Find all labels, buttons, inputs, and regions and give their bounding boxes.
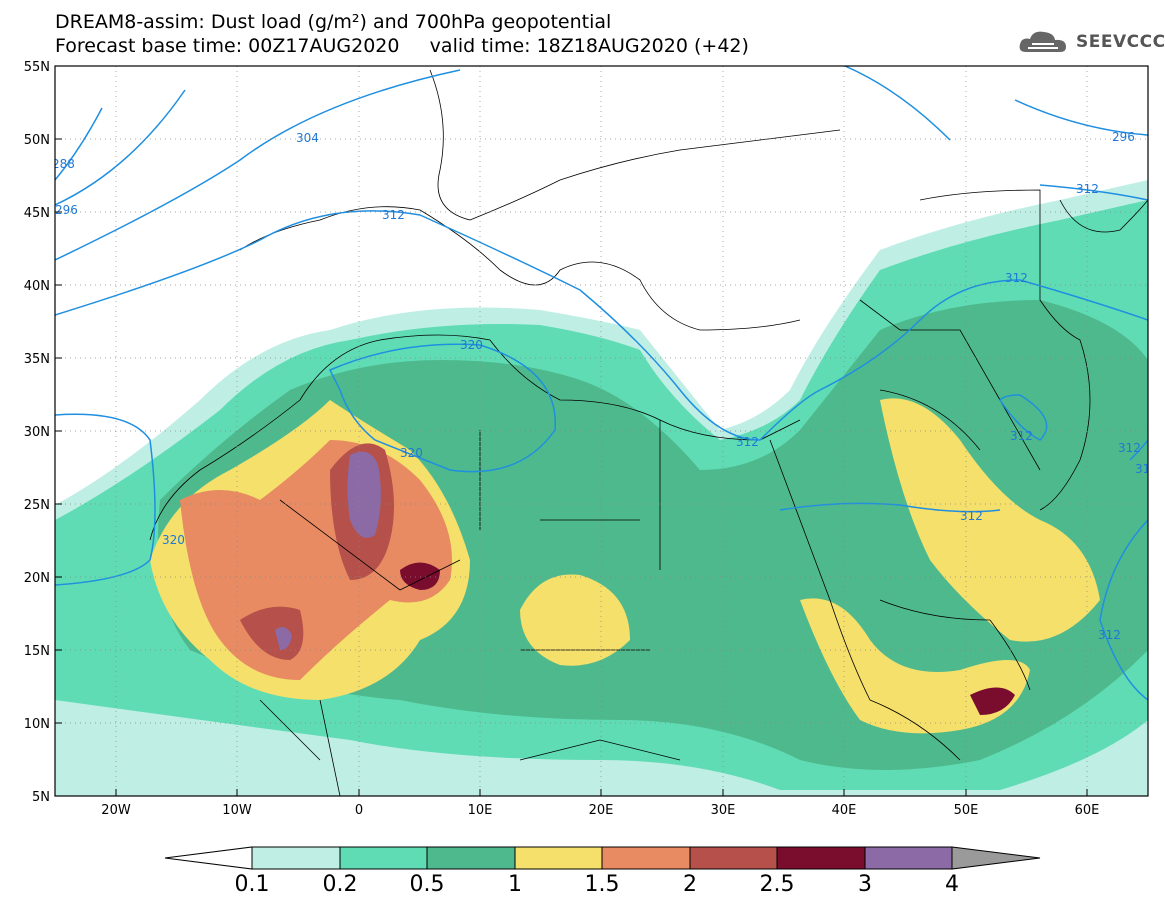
lat-label: 10N: [24, 717, 50, 732]
latitude-labels: 55N 50N 45N 40N 35N 30N 25N 20N 15N 10N …: [24, 60, 50, 805]
contour-label: 312: [736, 435, 759, 449]
lon-label: 0: [355, 803, 363, 818]
contour-label: 312: [382, 208, 405, 222]
colorbar-label: 0.5: [409, 872, 445, 897]
colorbar-swatch: [601, 846, 691, 870]
contour-label: 320: [162, 533, 185, 547]
lat-label: 55N: [24, 60, 50, 75]
logo-text: SEEVCCC: [1076, 32, 1165, 52]
contour-label: 296: [1112, 130, 1135, 144]
lon-label: 10E: [468, 803, 493, 818]
chart-title: DREAM8-assim: Dust load (g/m²) and 700hP…: [55, 11, 612, 33]
axis-ticks: [55, 65, 1088, 796]
contour-label: 312: [1005, 271, 1028, 285]
lon-label: 20W: [101, 803, 131, 818]
cloud-logo-icon: [1019, 31, 1066, 52]
lon-label: 20E: [589, 803, 614, 818]
lat-label: 30N: [24, 425, 50, 440]
dust-region-1c: [880, 398, 1100, 642]
grid-lines: [55, 66, 1148, 796]
contour-label: 312: [1118, 441, 1141, 455]
colorbar-label: 0.2: [322, 872, 358, 897]
dust-region-25: [400, 562, 440, 590]
dust-region-3: [347, 451, 381, 538]
contour-label: 288: [52, 157, 75, 171]
geopotential-contours: [55, 66, 1148, 701]
colorbar: [164, 846, 1041, 870]
seevccc-logo: SEEVCCC: [1018, 26, 1165, 58]
dust-region-3b: [275, 626, 292, 650]
colorbar-swatch: [164, 846, 253, 870]
colorbar-swatch: [426, 846, 516, 870]
colorbar-swatch: [776, 846, 866, 870]
lon-label: 40E: [832, 803, 857, 818]
colorbar-label: 1: [508, 872, 522, 897]
chart-subtitle: Forecast base time: 00Z17AUG2020 valid t…: [55, 35, 749, 57]
contour-label: 320: [400, 446, 423, 460]
lat-label: 50N: [24, 133, 50, 148]
contour-label: 312: [1135, 462, 1158, 476]
lon-label: 60E: [1075, 803, 1100, 818]
longitude-labels: 20W 10W 0 10E 20E 30E 40E 50E 60E: [101, 803, 1099, 818]
contour-label: 312: [1010, 429, 1033, 443]
lat-label: 35N: [24, 352, 50, 367]
lat-label: 20N: [24, 571, 50, 586]
contour-label: 296: [55, 203, 78, 217]
colorbar-swatch: [864, 846, 953, 870]
colorbar-label: 3: [858, 872, 872, 897]
contour-label: 312: [1098, 628, 1121, 642]
colorbar-swatch: [514, 846, 603, 870]
lat-label: 15N: [24, 644, 50, 659]
contour-label: 320: [460, 338, 483, 352]
colorbar-label: 2.5: [759, 872, 795, 897]
lat-label: 45N: [24, 206, 50, 221]
lat-label: 25N: [24, 498, 50, 513]
colorbar-swatch: [689, 846, 778, 870]
colorbar-label: 1.5: [584, 872, 620, 897]
colorbar-swatch: [339, 846, 428, 870]
colorbar-label: 0.1: [234, 872, 270, 897]
lon-label: 10W: [222, 803, 252, 818]
contour-label: 312: [1076, 182, 1099, 196]
dust-region-1b: [520, 574, 630, 666]
contour-label: 312: [960, 509, 983, 523]
lat-label: 5N: [32, 790, 50, 805]
lat-label: 40N: [24, 279, 50, 294]
lon-label: 50E: [954, 803, 979, 818]
map-area: 288 296 296 304 312 320 320 320 312 312 …: [52, 66, 1158, 796]
lon-label: 30E: [711, 803, 736, 818]
colorbar-label: 4: [945, 872, 959, 897]
colorbar-swatch: [251, 846, 341, 870]
colorbar-label: 2: [683, 872, 697, 897]
contour-label: 304: [296, 131, 319, 145]
contour-labels: 288 296 296 304 312 320 320 320 312 312 …: [52, 130, 1158, 642]
colorbar-swatch: [951, 846, 1041, 870]
country-borders: [149, 69, 1148, 796]
dust-region-25b: [970, 687, 1015, 715]
